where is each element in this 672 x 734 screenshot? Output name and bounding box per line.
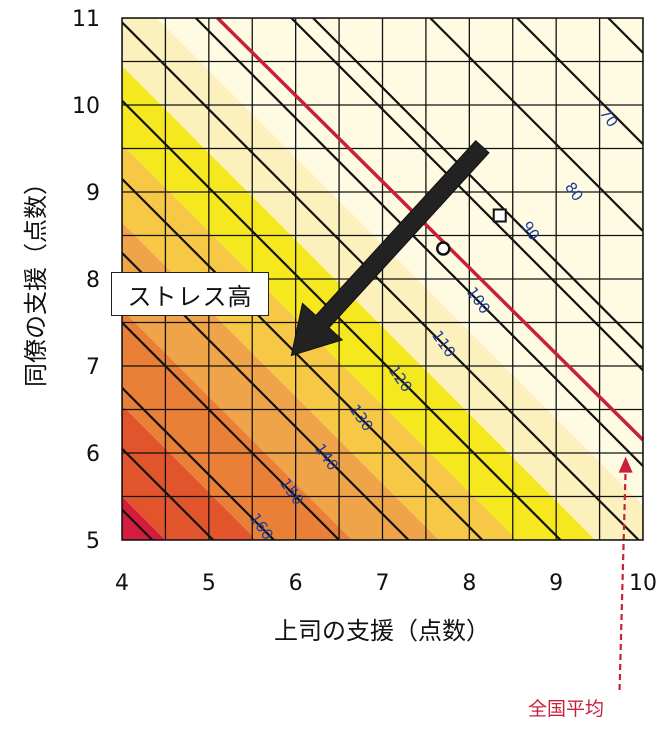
contour-label: 180 (168, 553, 199, 587)
y-tick-label: 10 (72, 94, 100, 119)
contour-line (312, 18, 643, 350)
national-average-pointer (618, 468, 627, 691)
x-tick-label: 5 (202, 571, 216, 596)
contour-line (122, 447, 214, 540)
y-tick-label: 11 (72, 7, 100, 32)
color-band (122, 405, 257, 540)
national-average-line (216, 16, 645, 442)
circle-marker (436, 241, 451, 256)
x-tick-label: 6 (289, 571, 303, 596)
contour-label: 170 (224, 549, 255, 583)
y-tick-label: 7 (86, 355, 100, 380)
stress-high-label: ストレス高 (111, 272, 269, 316)
x-axis-label: 上司の支援（点数） (274, 617, 490, 645)
color-band (156, 18, 643, 506)
contour-line (195, 18, 643, 467)
contour-line (122, 99, 562, 540)
color-band (122, 65, 596, 540)
square-marker (492, 208, 507, 223)
y-tick-label: 6 (86, 442, 100, 467)
contour-line (122, 178, 484, 540)
contour-line (516, 18, 643, 145)
contour-line (122, 508, 154, 540)
y-tick-label: 9 (86, 181, 100, 206)
contour-line (122, 386, 275, 540)
y-tick-label: 8 (86, 268, 100, 293)
contour-line (290, 18, 643, 372)
x-tick-label: 4 (115, 571, 129, 596)
contour-line (122, 321, 340, 540)
x-tick-label: 7 (376, 571, 390, 596)
color-band (122, 496, 166, 540)
national-average-label: 全国平均 (528, 698, 605, 720)
y-axis-label: 同僚の支援（点数） (22, 171, 50, 387)
contour-line (607, 18, 643, 54)
y-tick-label: 5 (86, 529, 100, 554)
x-tick-label: 8 (462, 571, 476, 596)
national-average-arrowhead (618, 456, 633, 473)
contour-line (429, 18, 643, 232)
stress-arrow (290, 139, 490, 357)
x-tick-label: 9 (549, 571, 563, 596)
x-tick-label: 10 (629, 571, 657, 596)
contour-line (122, 21, 640, 540)
